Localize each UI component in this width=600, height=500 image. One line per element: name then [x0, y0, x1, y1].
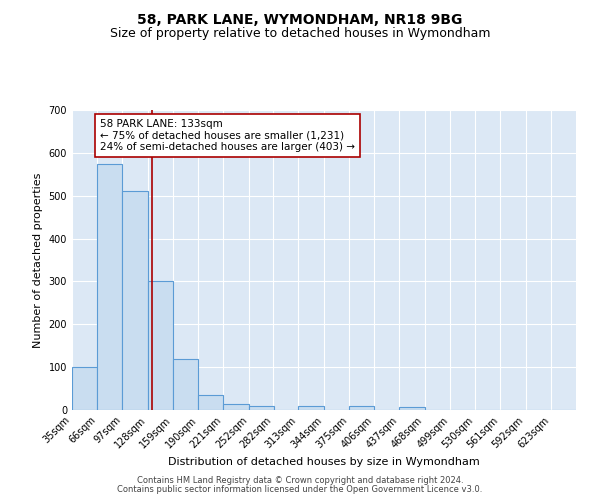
X-axis label: Distribution of detached houses by size in Wymondham: Distribution of detached houses by size … — [168, 457, 480, 467]
Bar — [173, 358, 198, 410]
Bar — [248, 406, 274, 410]
Bar — [223, 404, 248, 410]
Bar — [72, 367, 97, 410]
Text: 58, PARK LANE, WYMONDHAM, NR18 9BG: 58, PARK LANE, WYMONDHAM, NR18 9BG — [137, 12, 463, 26]
Bar — [97, 164, 122, 410]
Y-axis label: Number of detached properties: Number of detached properties — [33, 172, 43, 348]
Text: Size of property relative to detached houses in Wymondham: Size of property relative to detached ho… — [110, 28, 490, 40]
Text: 58 PARK LANE: 133sqm
← 75% of detached houses are smaller (1,231)
24% of semi-de: 58 PARK LANE: 133sqm ← 75% of detached h… — [100, 119, 355, 152]
Bar — [298, 406, 323, 410]
Text: Contains public sector information licensed under the Open Government Licence v3: Contains public sector information licen… — [118, 485, 482, 494]
Bar — [400, 407, 425, 410]
Bar — [122, 192, 148, 410]
Bar — [198, 395, 223, 410]
Text: Contains HM Land Registry data © Crown copyright and database right 2024.: Contains HM Land Registry data © Crown c… — [137, 476, 463, 485]
Bar — [349, 406, 374, 410]
Bar — [148, 282, 173, 410]
